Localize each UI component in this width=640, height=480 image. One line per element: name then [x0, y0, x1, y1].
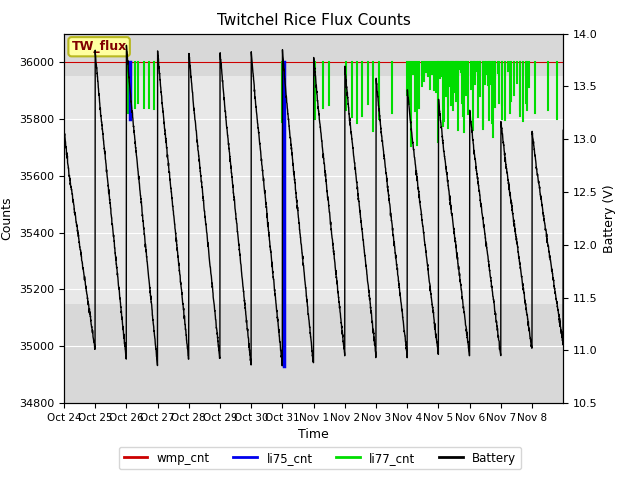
X-axis label: Time: Time: [298, 429, 329, 442]
Y-axis label: Battery (V): Battery (V): [604, 184, 616, 252]
Bar: [64, 76, 563, 304]
Y-axis label: Counts: Counts: [1, 197, 13, 240]
Title: Twitchel Rice Flux Counts: Twitchel Rice Flux Counts: [217, 13, 410, 28]
Text: TW_flux: TW_flux: [72, 40, 127, 53]
Legend: wmp_cnt, li75_cnt, li77_cnt, Battery: wmp_cnt, li75_cnt, li77_cnt, Battery: [119, 447, 521, 469]
